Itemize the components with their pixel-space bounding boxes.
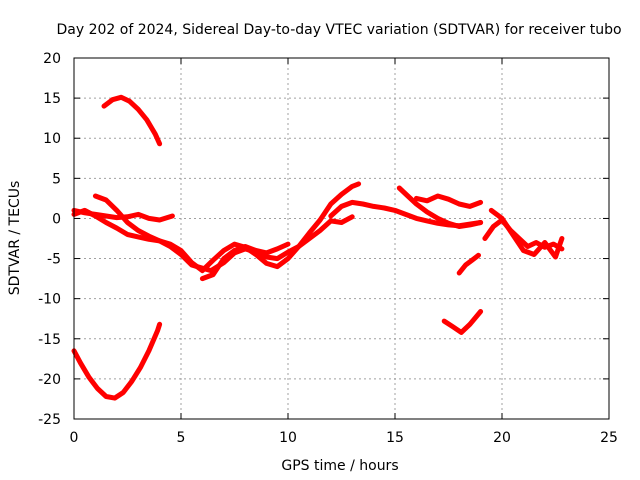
series-line-arc-2: [71, 321, 163, 401]
y-tick-label: 5: [52, 171, 61, 187]
series-line-arc-8: [396, 185, 484, 229]
series-line-arc-1: [101, 94, 163, 147]
y-tick-label: -25: [38, 412, 61, 428]
y-tick-label: 20: [43, 51, 61, 67]
x-tick-label: 15: [386, 430, 404, 446]
series-line-arc-13: [441, 309, 484, 335]
y-tick-label: 10: [43, 131, 61, 147]
series-line-arc-6: [199, 241, 291, 282]
x-axis-label: GPS time / hours: [281, 458, 398, 474]
y-tick-label: 0: [52, 211, 61, 227]
x-tick-label: 20: [493, 430, 511, 446]
y-tick-label: 15: [43, 91, 61, 107]
grid-lines: [74, 58, 609, 419]
x-tick-label: 10: [279, 430, 297, 446]
series-line-arc-11: [488, 207, 565, 260]
y-axis-label: SDTVAR / TECUs: [7, 181, 23, 296]
y-tick-label: -20: [38, 372, 61, 388]
series-line-arc-12: [456, 252, 481, 276]
series-line-arc-5: [92, 181, 362, 274]
x-tick-label: 5: [177, 430, 186, 446]
y-tick-label: -15: [38, 332, 61, 348]
data-series: [71, 94, 565, 401]
x-tick-label: 0: [70, 430, 79, 446]
plot-frame: [73, 57, 610, 420]
axis-ticks: 0 5 10 15 20 25 -25 -20 -15 -10 -5 0 5 10 15 20: [38, 51, 618, 446]
chart-title: Day 202 of 2024, Sidereal Day-to-day VTE…: [56, 22, 621, 38]
series-line-arc-9: [413, 193, 484, 209]
y-tick-label: -10: [38, 292, 61, 308]
x-tick-label: 25: [600, 430, 618, 446]
series-line-arc-10: [482, 217, 565, 252]
y-tick-label: -5: [47, 252, 61, 268]
